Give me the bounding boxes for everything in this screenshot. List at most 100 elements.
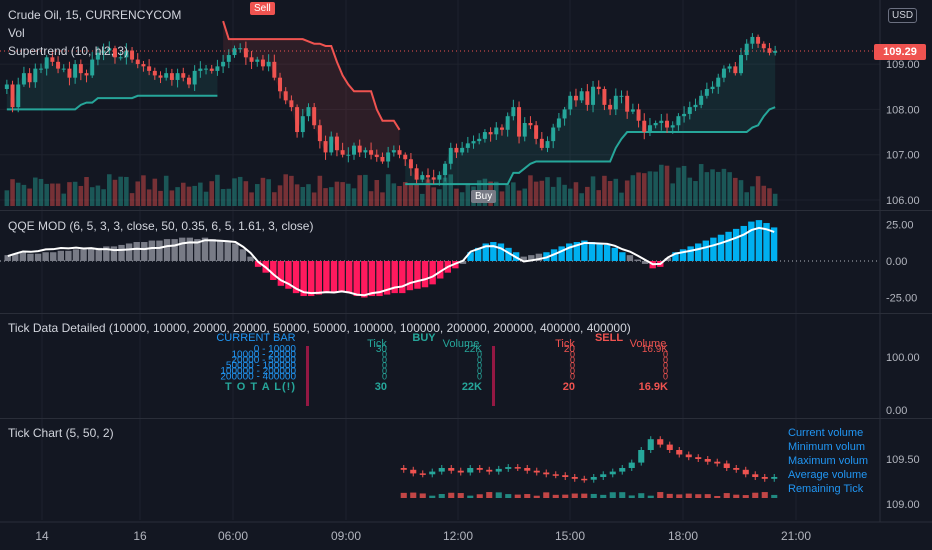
candle-body	[739, 55, 743, 74]
y-tick-main: 107.00	[886, 150, 920, 162]
candle-body	[78, 64, 83, 74]
table-range-row: 20000 - 50000	[231, 355, 296, 366]
volume-bar	[317, 175, 323, 206]
volume-bar	[408, 185, 414, 206]
qqe-bar	[497, 243, 505, 261]
candle-body	[209, 68, 214, 71]
pane-separator-1[interactable]	[0, 210, 932, 211]
volume-bar	[61, 193, 67, 206]
candle-body	[761, 43, 766, 49]
candle-body	[437, 175, 442, 180]
qqe-bar	[505, 247, 512, 261]
qqe-bar	[421, 261, 429, 288]
volume-bar	[118, 176, 123, 206]
qqe-bar	[156, 240, 163, 261]
qqe-bar	[141, 242, 148, 261]
supertrend-fill	[223, 21, 400, 162]
table-zero: 0	[663, 350, 668, 360]
pane-separator-3[interactable]	[0, 418, 932, 419]
candle-body	[272, 61, 277, 78]
volume-bar	[158, 190, 163, 206]
volume-bar	[95, 185, 101, 206]
volume-bar	[84, 177, 89, 206]
x-tick-label: 15:00	[555, 529, 585, 543]
tick-volume-bar	[448, 492, 455, 498]
table-zero: 0	[663, 372, 668, 382]
tick-volume-bar	[571, 493, 578, 498]
candle-body	[716, 77, 721, 87]
volume-bar	[112, 179, 118, 206]
qqe-bar	[596, 243, 603, 261]
volume-bar	[180, 182, 186, 206]
volume-bar	[294, 184, 300, 206]
volume-bar	[272, 192, 277, 206]
table-buy-volume-first: 22K	[464, 344, 482, 355]
currency-badge[interactable]: USD	[888, 8, 918, 23]
volume-bar	[209, 181, 215, 206]
tick-volume-bar	[619, 492, 626, 498]
qqe-bar	[232, 243, 239, 261]
candle-body	[221, 61, 226, 67]
volume-bar	[727, 172, 732, 206]
candle-body	[44, 57, 49, 69]
volume-bar	[391, 183, 397, 206]
candle-body	[306, 107, 311, 117]
tick-detail-label[interactable]: Tick Data Detailed (10000, 10000, 20000,…	[8, 321, 631, 335]
qqe-bar	[520, 256, 527, 261]
candle-body	[243, 48, 248, 58]
qqe-bar	[368, 261, 376, 297]
qqe-bar	[702, 240, 710, 261]
volume-bar	[397, 186, 402, 206]
x-tick-label: 12:00	[443, 529, 473, 543]
volume-bar	[129, 193, 135, 206]
qqe-bar	[619, 252, 626, 261]
volume-bar	[516, 190, 522, 206]
tick-volume-bar	[581, 493, 588, 498]
tick-volume-bar	[457, 493, 464, 498]
candle-body	[545, 141, 550, 148]
tick-candle-body	[742, 469, 749, 475]
tick-candle-body	[685, 454, 692, 458]
stat-remaining-tick: Remaining Tick	[788, 483, 864, 495]
volume-bar	[550, 186, 556, 206]
symbol-title[interactable]: Crude Oil, 15, CURRENCYCOM	[8, 8, 182, 22]
candle-body	[596, 86, 601, 90]
qqe-bar	[429, 261, 436, 285]
vol-label[interactable]: Vol	[8, 26, 25, 40]
volume-bar	[368, 191, 374, 206]
candle-body	[317, 125, 322, 142]
volume-bar	[772, 193, 778, 206]
qqe-label[interactable]: QQE MOD (6, 5, 3, 3, close, 50, 0.35, 6,…	[8, 219, 314, 233]
qqe-bar	[695, 243, 702, 261]
volume-bar	[277, 185, 283, 206]
candle-body	[556, 118, 561, 128]
volume-bar	[567, 188, 573, 206]
volume-bar	[624, 180, 630, 206]
candle-body	[488, 132, 493, 135]
y-tick-tickdetail: 100.00	[886, 352, 920, 364]
volume-bar	[721, 168, 727, 206]
table-range-row: 0 - 10000	[254, 344, 297, 355]
volume-bar	[664, 165, 670, 206]
tick-volume-bar	[647, 495, 654, 498]
pane-separator-2[interactable]	[0, 313, 932, 314]
volume-bar	[374, 180, 380, 206]
volume-bar	[704, 172, 710, 206]
table-zero: 0	[382, 350, 387, 360]
volume-bar	[602, 175, 607, 206]
candle-body	[369, 150, 374, 155]
volume-bar	[414, 184, 419, 206]
supertrend-label[interactable]: Supertrend (10, hl2, 3)	[8, 44, 129, 58]
qqe-bar	[19, 252, 27, 261]
tick-candle-body	[590, 477, 597, 480]
last-price-tag: 109.29	[874, 44, 926, 60]
volume-bar	[539, 180, 545, 206]
candle-body	[238, 48, 243, 50]
tick-chart-label[interactable]: Tick Chart (5, 50, 2)	[8, 426, 114, 440]
volume-bar	[505, 184, 510, 206]
volume-bar	[226, 188, 232, 206]
qqe-bar	[672, 252, 679, 261]
qqe-bar	[710, 237, 717, 261]
candle-body	[676, 116, 681, 126]
